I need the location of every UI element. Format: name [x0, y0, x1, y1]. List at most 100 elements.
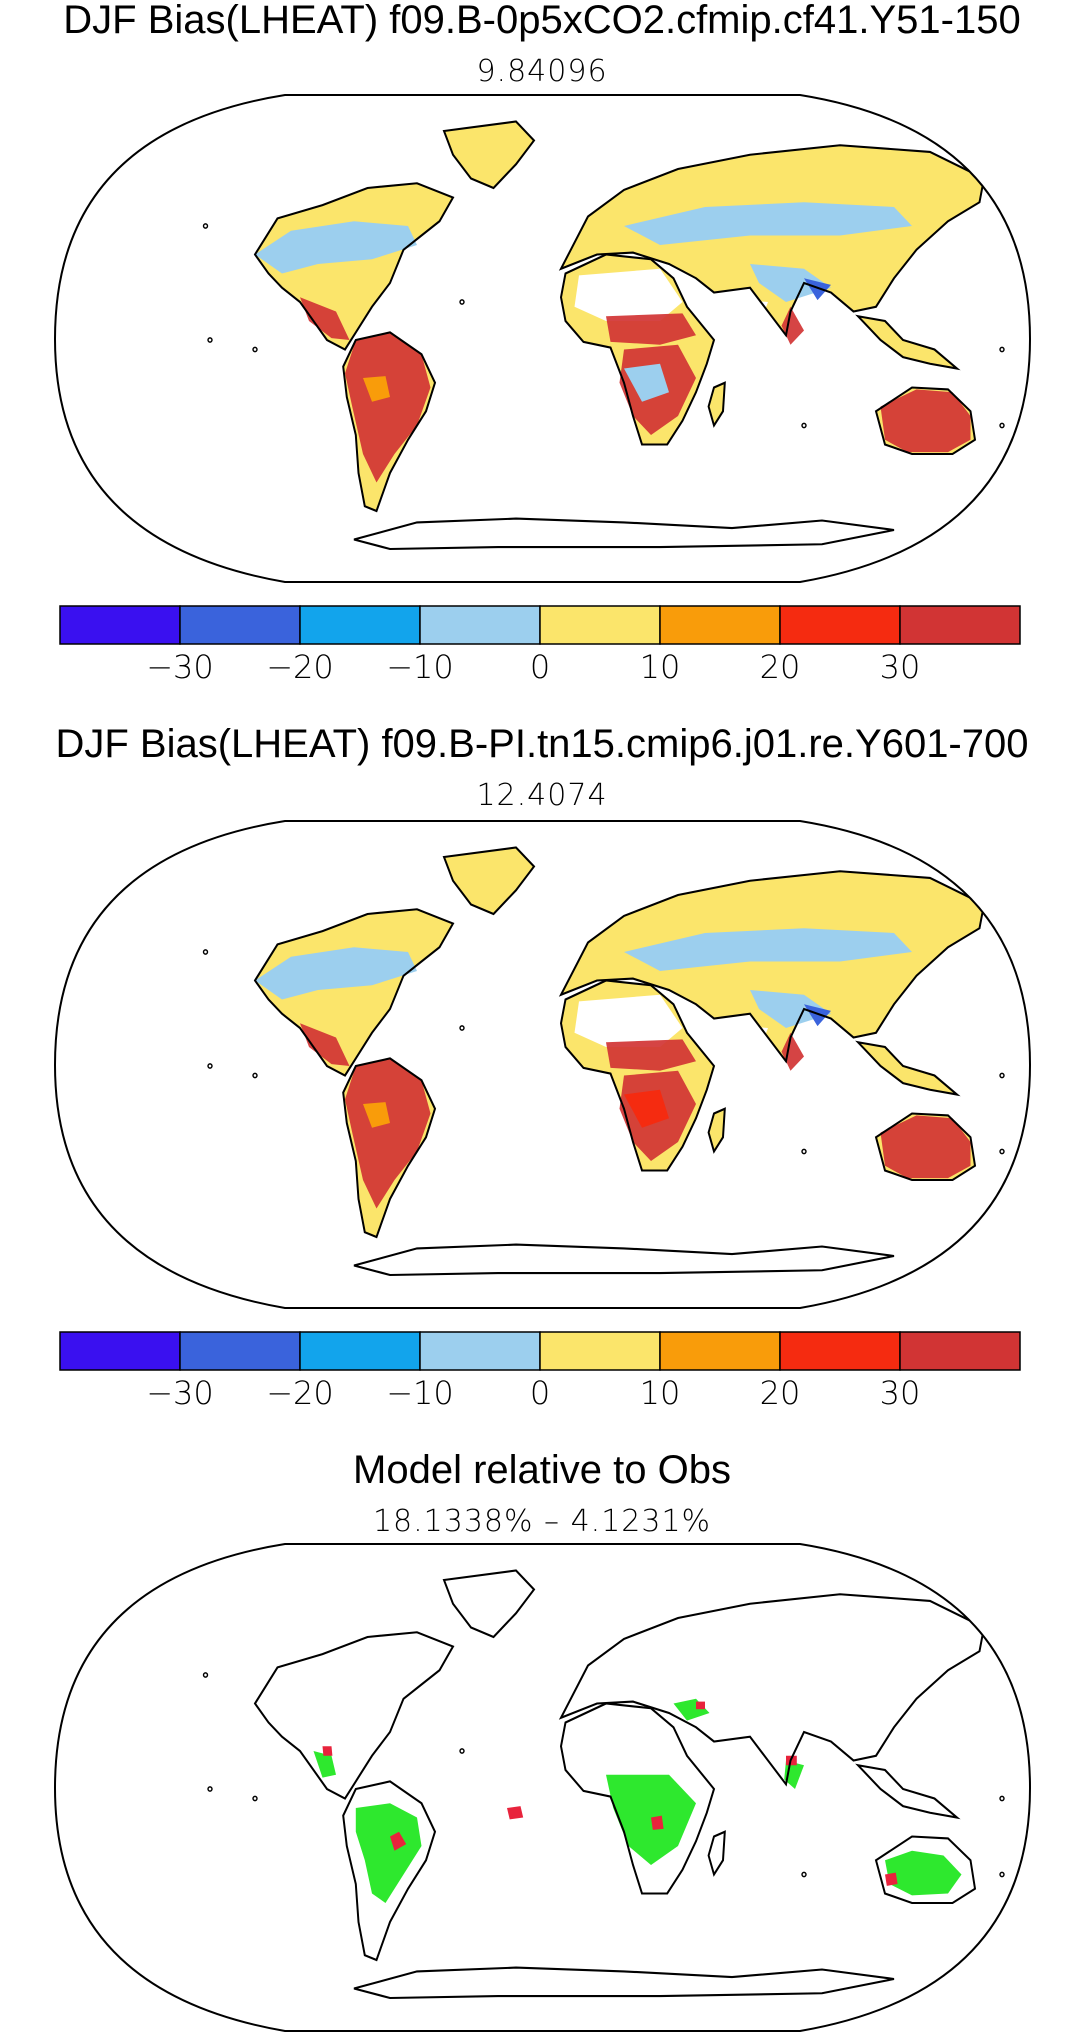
positive-bias-region [345, 1058, 431, 1209]
island-outline [459, 299, 465, 305]
madagascar-coastline [707, 1830, 726, 1877]
colorbar-box [539, 605, 661, 645]
map-content [53, 1543, 1032, 2032]
island-outline [459, 1025, 465, 1031]
colorbar-tick-label: 20 [760, 1374, 801, 1412]
eurasia-coastline [558, 870, 986, 1064]
ratio-region-red [885, 1872, 898, 1886]
madagascar-coastline [707, 381, 726, 428]
namerica-coastline [253, 182, 455, 351]
map-content [53, 94, 1032, 583]
ratio-region-red [322, 1746, 333, 1756]
negative-bias-region [624, 202, 913, 245]
colorbar-box [179, 605, 301, 645]
island-outline [207, 1063, 213, 1069]
colorbar-tick-label: 0 [530, 648, 550, 686]
antarctica-coastline [353, 1966, 895, 2000]
strong-negative-region [804, 1004, 831, 1027]
greenland-land [444, 847, 534, 914]
mixed-bias-region [624, 1089, 669, 1128]
eurasia-land [561, 871, 985, 1062]
madagascar-land [708, 1108, 725, 1152]
island-outline [999, 1072, 1005, 1079]
colorbar-box [899, 605, 1021, 645]
island-outline [801, 422, 807, 429]
antarctica-coastline [353, 517, 895, 551]
ratio-region-red [390, 1831, 407, 1851]
colorbar-tick-label: 30 [880, 648, 921, 686]
colorbar-tick-label: −30 [146, 648, 214, 686]
colorbar-box [539, 1331, 661, 1371]
positive-bias-region [781, 306, 804, 345]
panel1-title: DJF Bias(LHEAT) f09.B-0p5xCO2.cfmip.cf41… [63, 0, 1021, 42]
colorbar-box [779, 1331, 901, 1371]
greenland-land [444, 121, 534, 188]
positive-bias-region [880, 389, 971, 453]
panel1-subtitle: 9.84096 [476, 54, 608, 89]
colorbar-box [419, 605, 541, 645]
geography [202, 120, 1014, 551]
colorbar-tick-label: 10 [640, 1374, 681, 1412]
island-outline [1008, 1177, 1014, 1183]
island-outline [459, 1748, 465, 1754]
island-outline [1008, 451, 1014, 457]
colorbar-box [419, 1331, 541, 1371]
australia-coastline [874, 1112, 977, 1182]
island-outline [801, 1148, 807, 1155]
seasia-coastline [855, 314, 961, 371]
eurasia-coastline [558, 144, 986, 338]
colorbar-box [59, 1331, 181, 1371]
colorbar-box [59, 605, 181, 645]
panel2-map [53, 820, 1032, 1309]
ratio-region-green [885, 1850, 962, 1896]
antarctica-coastline [353, 1243, 895, 1277]
africa-coastline [559, 253, 716, 446]
seasia-coastline [855, 1763, 961, 1820]
island-outline [252, 346, 258, 353]
island-outline [202, 1672, 209, 1678]
island-outline [999, 422, 1005, 429]
samerica-coastline [342, 1780, 437, 1962]
colorbar-tick-label: 20 [760, 648, 801, 686]
colorbar-box [659, 1331, 781, 1371]
negative-bias-region [624, 928, 913, 971]
ratio-region-green [606, 1774, 696, 1865]
panel1-colorbar: −30 −20 −10 0 10 20 30 [59, 605, 1021, 686]
near-zero-region [574, 994, 683, 1047]
mixed-bias-region [624, 363, 669, 402]
ratio-region-red [651, 1815, 664, 1830]
positive-bias-region [781, 1032, 804, 1071]
positive-bias-region [300, 297, 350, 340]
negative-bias-region [750, 990, 831, 1028]
map-boundary [53, 94, 1032, 583]
mixed-bias-region [363, 376, 390, 402]
colorbar-tick-label: −10 [386, 1374, 454, 1412]
africa-coastline [559, 979, 716, 1172]
positive-bias-region [345, 332, 431, 483]
geography [202, 846, 1014, 1277]
colorbar-tick-label: 30 [880, 1374, 921, 1412]
namerica-coastline [253, 1631, 455, 1800]
colorbar-tick-label: 10 [640, 648, 681, 686]
colorbar-tick-label: −10 [386, 648, 454, 686]
positive-bias-region [606, 1039, 696, 1071]
madagascar-coastline [707, 1107, 726, 1154]
madagascar-land [708, 382, 725, 426]
near-zero-region [574, 268, 683, 321]
strong-negative-region [804, 278, 831, 301]
positive-bias-region [606, 313, 696, 345]
colorbar-box [899, 1331, 1021, 1371]
africa-coastline [559, 1702, 716, 1895]
island-outline [207, 337, 213, 343]
panel2-colorbar: −30 −20 −10 0 10 20 30 [59, 1331, 1021, 1412]
panel2-title: DJF Bias(LHEAT) f09.B-PI.tn15.cmip6.j01.… [55, 722, 1029, 766]
panel3-title: Model relative to Obs [353, 1448, 731, 1492]
eurasia-land [561, 145, 985, 336]
colorbar-tick-label: −30 [146, 1374, 214, 1412]
colorbar-box [659, 605, 781, 645]
ratio-region-red [696, 1701, 705, 1710]
colorbar-box [779, 605, 901, 645]
greenland-coastline [442, 120, 536, 190]
negative-bias-region [255, 947, 417, 1000]
colorbar-box [299, 1331, 421, 1371]
